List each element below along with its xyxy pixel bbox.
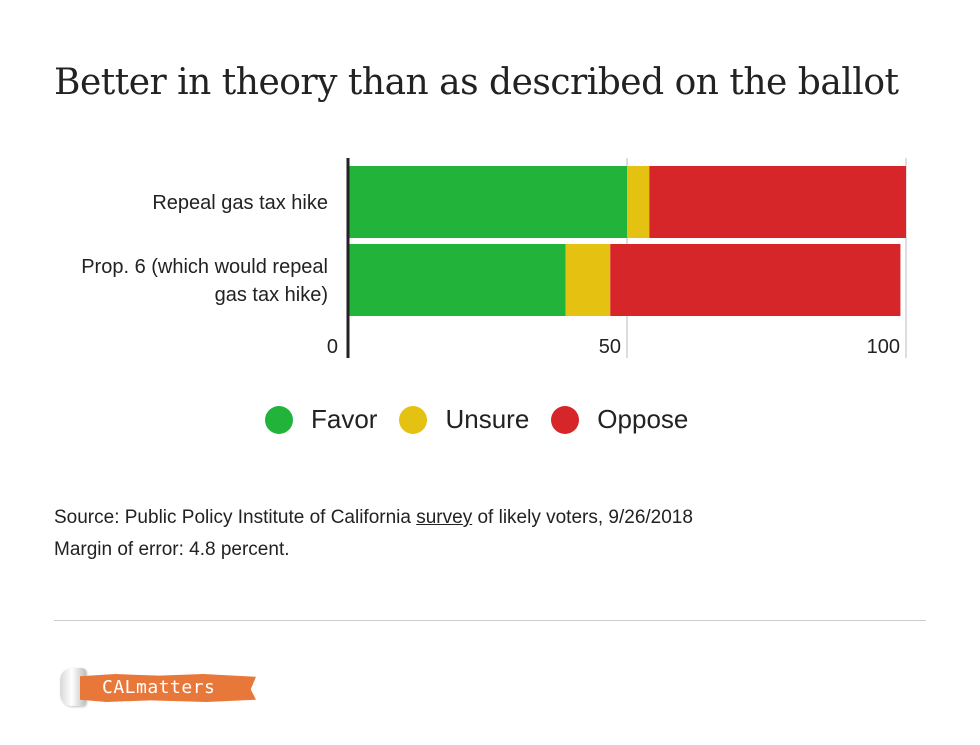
survey-link[interactable]: survey [416, 507, 473, 528]
chart-legend: Favor Unsure Oppose [265, 404, 710, 435]
bar-unsure-1 [565, 244, 611, 316]
x-tick-label-50: 50 [599, 336, 621, 358]
source-suffix: of likely voters, 9/26/2018 [472, 507, 693, 528]
legend-item-unsure: Unsure [399, 404, 529, 435]
bar-oppose-1 [610, 244, 901, 316]
legend-swatch-favor [265, 405, 293, 434]
legend-label-favor: Favor [311, 404, 378, 434]
category-label-1-0: Prop. 6 (which would repeal [81, 256, 328, 278]
category-label-0-0: Repeal gas tax hike [152, 192, 328, 214]
category-label-1-1: gas tax hike) [215, 284, 328, 306]
x-tick-label-0: 0 [327, 336, 338, 358]
source-line: Source: Public Policy Institute of Calif… [54, 502, 693, 534]
stacked-bar-chart: Repeal gas tax hike Prop. 6 (which would … [81, 158, 907, 358]
bar-favor-0 [348, 166, 627, 238]
bar-favor-1 [348, 244, 566, 316]
x-tick-label-100: 100 [867, 336, 900, 358]
source-prefix: Source: Public Policy Institute of Calif… [54, 507, 417, 528]
source-note: Source: Public Policy Institute of Calif… [54, 502, 693, 566]
legend-item-oppose: Oppose [551, 404, 688, 435]
legend-label-unsure: Unsure [445, 404, 530, 434]
legend-swatch-oppose [551, 405, 580, 434]
legend-label-oppose: Oppose [597, 404, 689, 434]
calmatters-logo[interactable]: CALmatters [58, 664, 258, 710]
divider [54, 620, 926, 621]
logo-text: CALmatters [102, 677, 216, 698]
legend-swatch-unsure [399, 405, 428, 434]
margin-of-error: Margin of error: 4.8 percent. [54, 539, 290, 560]
bar-oppose-0 [649, 166, 906, 238]
bar-unsure-0 [627, 166, 650, 238]
legend-item-favor: Favor [265, 404, 377, 435]
logo-band [80, 674, 256, 702]
chart-title: Better in theory than as described on th… [54, 62, 899, 103]
